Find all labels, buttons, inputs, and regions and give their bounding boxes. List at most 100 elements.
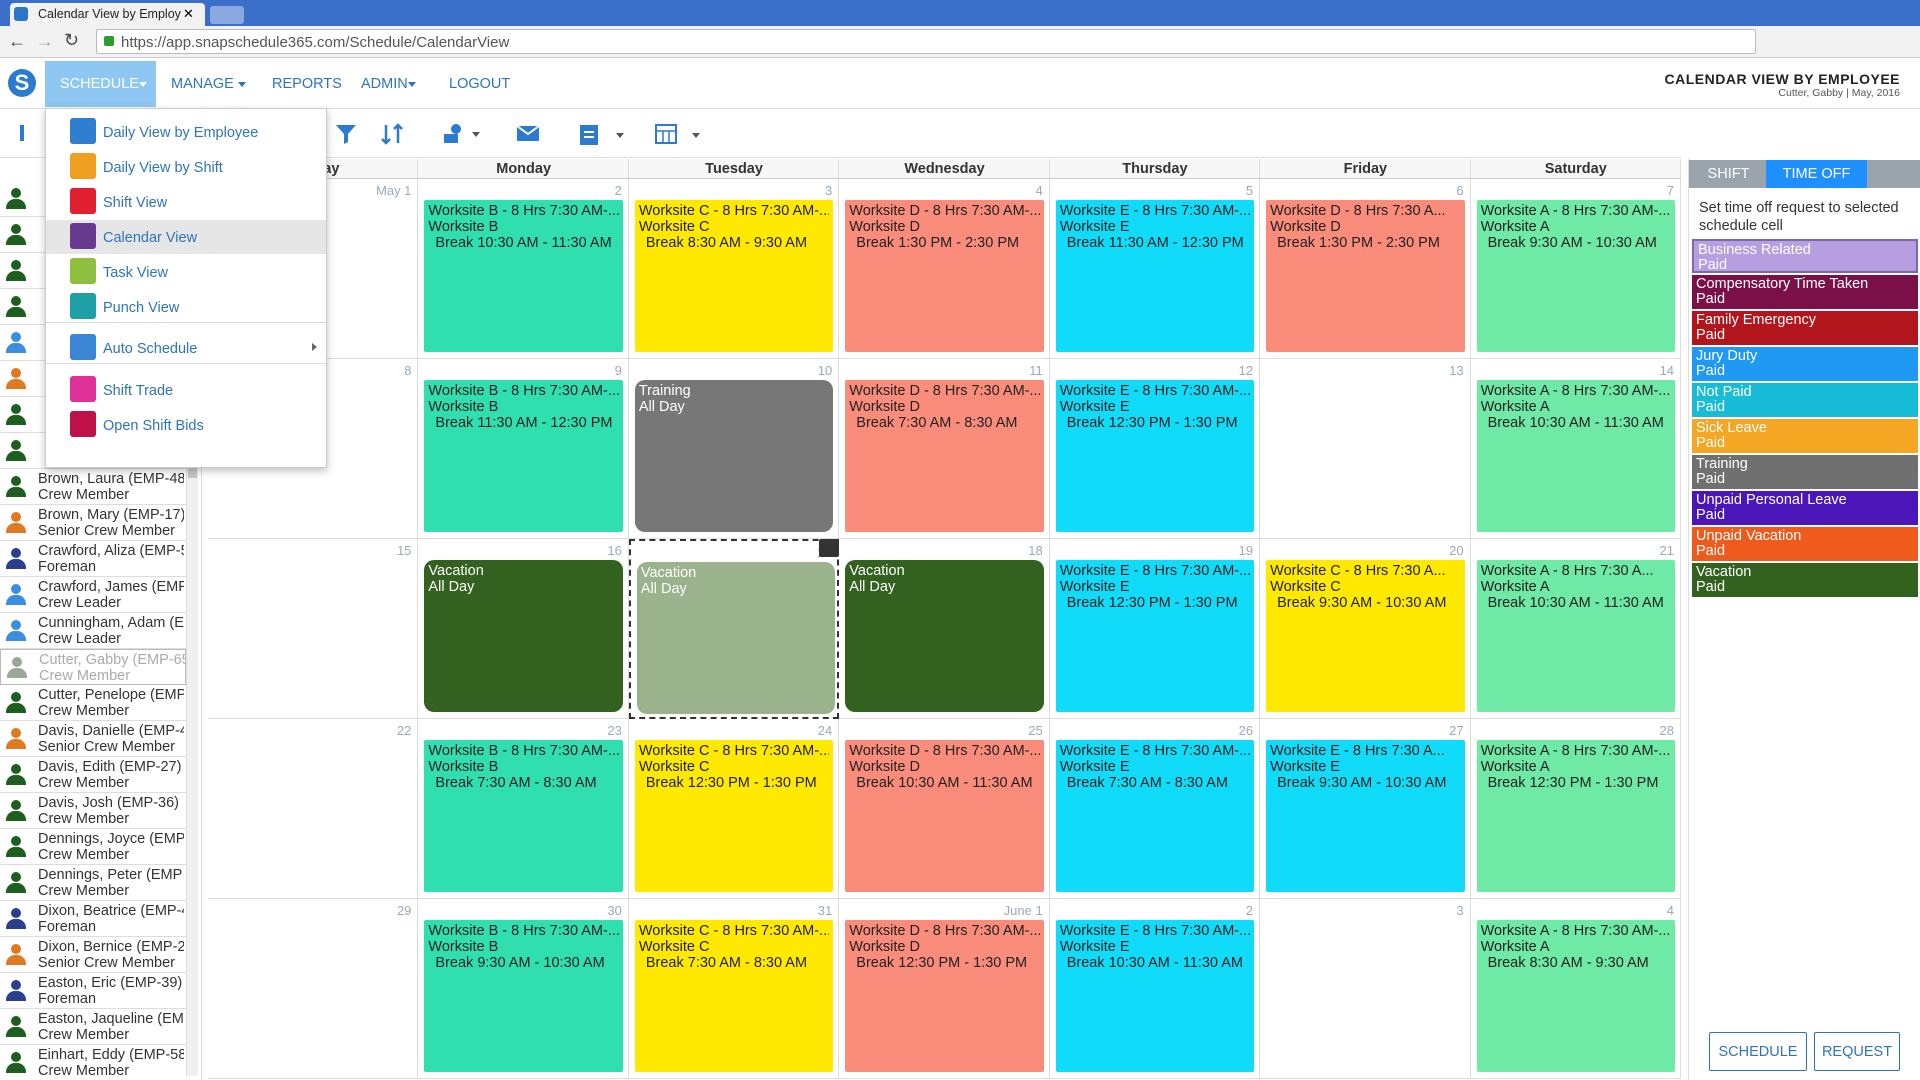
day-cell[interactable]: 28 Worksite A - 8 Hrs 7:30 AM-... Worksite… <box>1470 719 1681 899</box>
day-cell[interactable]: 2 Worksite B - 8 Hrs 7:30 AM-... Worksite … <box>418 179 629 359</box>
day-cell[interactable]: 5 Worksite E - 8 Hrs 7:30 AM-... Worksite … <box>1049 179 1261 359</box>
menu-item[interactable]: Task View <box>46 255 326 289</box>
menu-item[interactable]: Daily View by Shift <box>46 150 326 184</box>
day-cell[interactable]: 29 <box>208 899 419 1079</box>
schedule-event[interactable]: Vacation All Day <box>845 560 1044 712</box>
day-cell[interactable]: 11 Worksite D - 8 Hrs 7:30 AM-... Worksite… <box>839 359 1050 539</box>
employee-row[interactable]: Cutter, Gabby (EMP-65 Crew Member <box>0 649 186 685</box>
day-cell[interactable]: 3 Worksite C - 8 Hrs 7:30 AM-... Worksite … <box>628 179 840 359</box>
day-cell[interactable]: 30 Worksite B - 8 Hrs 7:30 AM-... Worksite… <box>418 899 629 1079</box>
schedule-event[interactable]: Worksite A - 8 Hrs 7:30 AM-... Worksite A… <box>1476 740 1675 892</box>
schedule-event[interactable]: Worksite E - 8 Hrs 7:30 AM-... Worksite E… <box>1055 740 1255 892</box>
schedule-event[interactable]: Worksite A - 8 Hrs 7:30 AM-... Worksite A… <box>1476 380 1675 532</box>
reload-button[interactable]: ↻ <box>64 30 80 50</box>
day-cell[interactable]: 25 Worksite D - 8 Hrs 7:30 AM-... Worksite… <box>839 719 1050 899</box>
nav-item[interactable]: LOGOUT <box>449 61 519 107</box>
time-off-type[interactable]: Business Related Paid <box>1692 239 1918 273</box>
day-cell[interactable]: 16 Vacation All Day <box>418 539 629 719</box>
time-off-type[interactable]: Vacation Paid <box>1692 563 1918 597</box>
employee-row[interactable]: Crawford, Aliza (EMP-5 Foreman <box>0 541 186 577</box>
employee-row[interactable]: Easton, Eric (EMP-39) Foreman <box>0 973 186 1009</box>
menu-item[interactable]: Auto Schedule <box>46 331 326 365</box>
day-cell[interactable]: 2 Worksite E - 8 Hrs 7:30 AM-... Worksite … <box>1049 899 1261 1079</box>
employee-row[interactable]: Einhart, Eddy (EMP-58 Crew Member <box>0 1045 186 1080</box>
panel-tab[interactable]: SHIFT <box>1691 160 1766 188</box>
employee-row[interactable]: Brown, Mary (EMP-17) Senior Crew Member <box>0 505 186 541</box>
time-off-type[interactable]: Family Emergency Paid <box>1692 311 1918 345</box>
day-cell[interactable]: 31 Worksite C - 8 Hrs 7:30 AM-... Worksite… <box>628 899 840 1079</box>
menu-item[interactable]: Shift View <box>46 185 326 219</box>
day-cell[interactable]: 27 Worksite E - 8 Hrs 7:30 A... Worksite E… <box>1260 719 1471 899</box>
schedule-event[interactable]: Worksite D - 8 Hrs 7:30 AM-... Worksite D… <box>845 920 1044 1072</box>
employee-row[interactable]: Dennings, Joyce (EMP- Crew Member <box>0 829 186 865</box>
schedule-event[interactable]: Worksite B - 8 Hrs 7:30 AM-... Worksite B… <box>424 740 623 892</box>
panel-tab[interactable]: TIME OFF <box>1766 160 1867 188</box>
day-cell[interactable]: 24 Worksite C - 8 Hrs 7:30 AM-... Worksite… <box>628 719 840 899</box>
employee-row[interactable]: Dennings, Peter (EMP Crew Member <box>0 865 186 901</box>
day-cell[interactable]: June 1 Worksite D - 8 Hrs 7:30 AM-... Work… <box>839 899 1050 1079</box>
schedule-event[interactable]: Worksite A - 8 Hrs 7:30 A... Worksite A Br… <box>1476 560 1675 712</box>
day-cell[interactable]: 22 <box>208 719 419 899</box>
menu-item[interactable]: Open Shift Bids <box>46 408 326 442</box>
time-off-type[interactable]: Jury Duty Paid <box>1692 347 1918 381</box>
time-off-type[interactable]: Compensatory Time Taken Paid <box>1692 275 1918 309</box>
employee-row[interactable]: Brown, Laura (EMP-48 Crew Member <box>0 469 186 505</box>
schedule-event[interactable]: Worksite D - 8 Hrs 7:30 AM-... Worksite D… <box>845 740 1044 892</box>
schedule-event[interactable]: Worksite C - 8 Hrs 7:30 AM-... Worksite C… <box>634 740 834 892</box>
day-cell[interactable]: 26 Worksite E - 8 Hrs 7:30 AM-... Worksite… <box>1049 719 1261 899</box>
nav-item[interactable]: REPORTS <box>272 61 342 107</box>
url-field[interactable]: https://app.snapschedule365.com/Schedule… <box>96 29 1756 54</box>
schedule-event[interactable]: Worksite A - 8 Hrs 7:30 AM-... Worksite A… <box>1476 920 1675 1072</box>
day-cell[interactable]: 12 Worksite E - 8 Hrs 7:30 AM-... Worksite… <box>1049 359 1261 539</box>
day-cell[interactable]: 19 Worksite E - 8 Hrs 7:30 AM-... Worksite… <box>1049 539 1261 719</box>
schedule-event[interactable]: Worksite E - 8 Hrs 7:30 AM-... Worksite E… <box>1055 560 1255 712</box>
time-off-type[interactable]: Training Paid <box>1692 455 1918 489</box>
day-cell[interactable]: 15 <box>208 539 419 719</box>
time-off-type[interactable]: Sick Leave Paid <box>1692 419 1918 453</box>
employee-row[interactable]: Cutter, Penelope (EMP Crew Member <box>0 685 186 721</box>
schedule-event[interactable]: Training All Day <box>634 380 834 532</box>
forward-button[interactable]: → <box>36 31 54 51</box>
time-off-type[interactable]: Unpaid Vacation Paid <box>1692 527 1918 561</box>
tab-close[interactable]: ✕ <box>183 6 194 21</box>
layout-button[interactable] <box>654 121 702 147</box>
employee-row[interactable]: Cunningham, Adam (E Crew Leader <box>0 613 186 649</box>
day-cell[interactable]: 13 <box>1260 359 1471 539</box>
day-cell[interactable]: 14 Worksite A - 8 Hrs 7:30 AM-... Worksite… <box>1470 359 1681 539</box>
menu-item[interactable]: Calendar View <box>46 220 326 254</box>
email-button[interactable] <box>516 124 540 144</box>
menu-item[interactable]: Punch View <box>46 290 326 324</box>
day-cell[interactable]: 4 Worksite A - 8 Hrs 7:30 AM-... Worksite … <box>1470 899 1681 1079</box>
day-cell[interactable]: 18 Vacation All Day <box>839 539 1050 719</box>
day-cell[interactable]: 4 Worksite D - 8 Hrs 7:30 AM-... Worksite … <box>839 179 1050 359</box>
day-cell[interactable]: 9 Worksite B - 8 Hrs 7:30 AM-... Worksite … <box>418 359 629 539</box>
schedule-event[interactable]: Worksite B - 8 Hrs 7:30 AM-... Worksite B… <box>424 200 623 352</box>
new-tab[interactable] <box>210 6 244 24</box>
nav-item[interactable]: MANAGE <box>171 61 255 107</box>
schedule-event[interactable]: Worksite D - 8 Hrs 7:30 AM-... Worksite D… <box>845 380 1044 532</box>
employee-row[interactable]: Easton, Jaqueline (EMF Crew Member <box>0 1009 186 1045</box>
day-cell[interactable]: 3 <box>1260 899 1471 1079</box>
sort-button[interactable] <box>380 122 404 146</box>
panel-button[interactable]: REQUEST <box>1814 1032 1900 1071</box>
schedule-event[interactable]: Worksite B - 8 Hrs 7:30 AM-... Worksite B… <box>424 380 623 532</box>
employee-row[interactable]: Crawford, James (EMP. Crew Leader <box>0 577 186 613</box>
schedule-event[interactable]: Worksite E - 8 Hrs 7:30 AM-... Worksite E… <box>1055 380 1255 532</box>
nav-item[interactable]: SCHEDULE <box>45 61 156 107</box>
employee-row[interactable]: Davis, Edith (EMP-27) Crew Member <box>0 757 186 793</box>
day-cell[interactable]: 21 Worksite A - 8 Hrs 7:30 A... Worksite A… <box>1470 539 1681 719</box>
day-cell[interactable]: 7 Worksite A - 8 Hrs 7:30 AM-... Worksite … <box>1470 179 1681 359</box>
employee-row[interactable]: Davis, Josh (EMP-36) Crew Member <box>0 793 186 829</box>
day-cell[interactable]: 23 Worksite B - 8 Hrs 7:30 AM-... Worksite… <box>418 719 629 899</box>
schedule-event[interactable]: Vacation All Day <box>636 562 836 714</box>
time-off-type[interactable]: Unpaid Personal Leave Paid <box>1692 491 1918 525</box>
back-button[interactable]: ← <box>8 31 26 51</box>
menu-item[interactable]: Daily View by Employee <box>46 115 326 149</box>
first-button[interactable] <box>20 125 24 141</box>
schedule-event[interactable]: Vacation All Day <box>424 560 623 712</box>
panel-button[interactable]: SCHEDULE <box>1709 1032 1807 1071</box>
schedule-event[interactable]: Worksite A - 8 Hrs 7:30 AM-... Worksite A… <box>1476 200 1675 352</box>
day-cell[interactable]: 17VacationAll Day <box>628 539 840 719</box>
schedule-event[interactable]: Worksite D - 8 Hrs 7:30 AM-... Worksite D… <box>845 200 1044 352</box>
